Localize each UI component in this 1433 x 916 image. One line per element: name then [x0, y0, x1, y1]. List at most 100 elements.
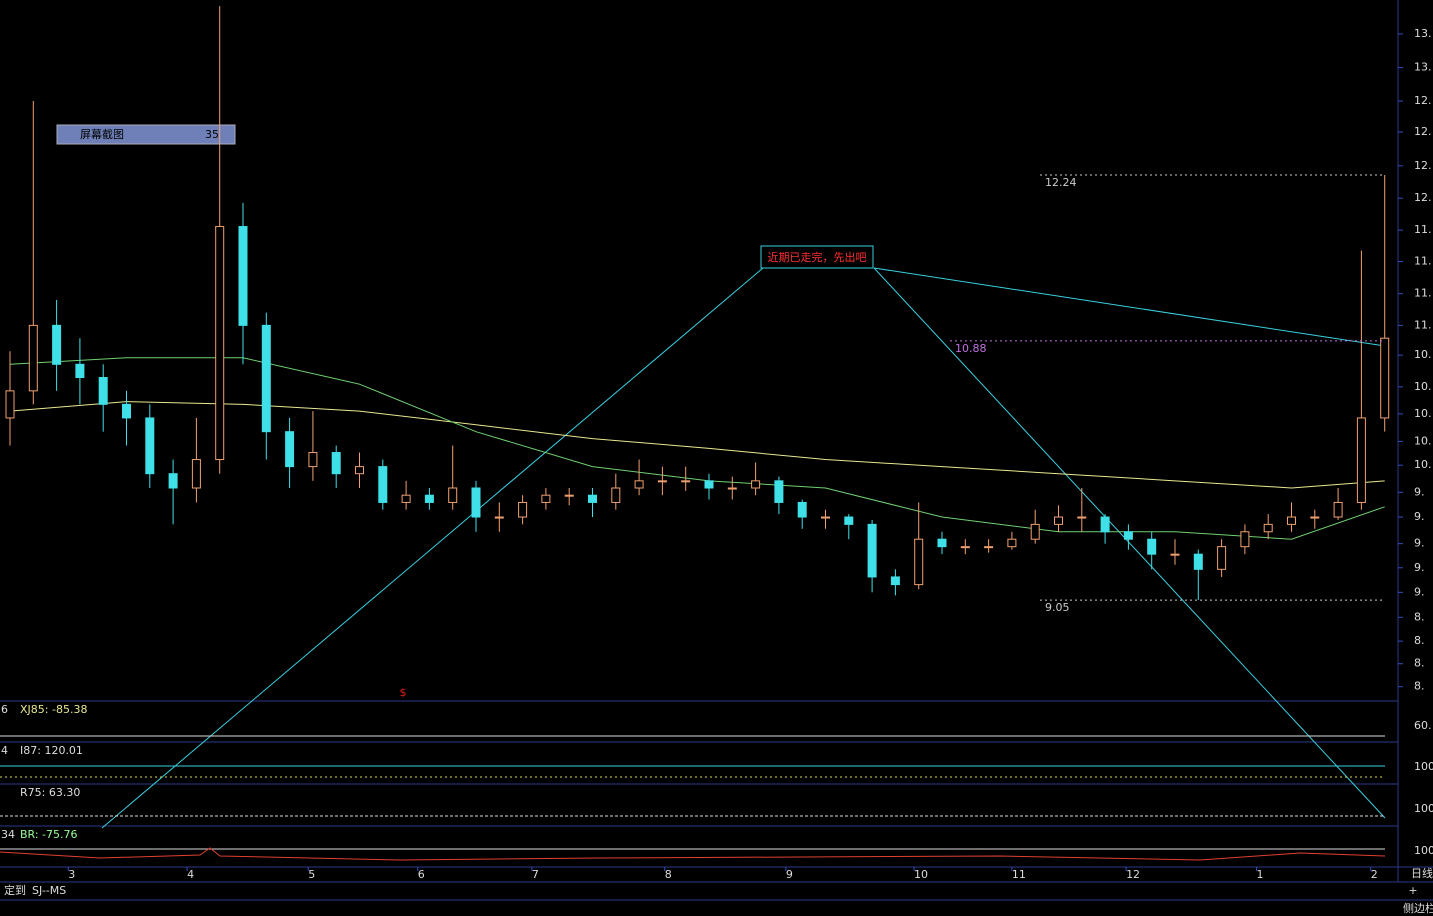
- tab[interactable]: SJ--MS: [32, 884, 66, 897]
- popup-label: 屏幕截图: [80, 127, 124, 141]
- plus[interactable]: +: [1408, 884, 1417, 897]
- y-tick-label: 12.: [1414, 191, 1432, 204]
- candle-body: [1077, 516, 1087, 519]
- side[interactable]: 侧边栏: [1403, 901, 1433, 915]
- popup[interactable]: [56, 124, 236, 145]
- candle-body: [588, 494, 597, 503]
- candle-body: [1356, 417, 1366, 503]
- y-tick-label: 12.: [1414, 125, 1432, 138]
- candle-body: [937, 538, 947, 548]
- candle-body: [1054, 516, 1063, 525]
- x-tick-label: 2: [1371, 868, 1378, 881]
- y-tick-label: 12.: [1414, 94, 1432, 107]
- y-tick-label: 10.: [1414, 348, 1432, 361]
- y-tick-label: 8.: [1414, 680, 1425, 693]
- candle-body: [844, 516, 854, 525]
- x-tick-label: 1: [1257, 868, 1264, 881]
- y-tick-label: 12.: [1414, 159, 1432, 172]
- indicator-axis: 60.: [1414, 719, 1432, 732]
- level-label: 10.88: [955, 342, 987, 355]
- level-label: 9.05: [1045, 601, 1070, 614]
- y-tick-label: 13.: [1414, 27, 1432, 40]
- y-tick-label: 10.: [1414, 380, 1432, 393]
- y-tick-label: 11.: [1414, 255, 1432, 268]
- candle-body: [797, 501, 807, 518]
- candle-body: [52, 324, 62, 365]
- candle-body: [1100, 516, 1110, 533]
- candle-body: [191, 459, 201, 489]
- y-tick-label: 9.: [1414, 537, 1425, 550]
- indicator-label: BR: -75.76: [20, 828, 78, 841]
- candle-body: [774, 480, 784, 503]
- dollar: $: [400, 686, 407, 699]
- candle-body: [1287, 516, 1296, 525]
- candle-body: [1123, 531, 1133, 540]
- candle-body: [867, 523, 877, 578]
- x-tick-label: 9: [786, 868, 793, 881]
- candle-body: [611, 487, 621, 503]
- candle-body: [657, 480, 667, 483]
- y-tick-label: 8.: [1414, 634, 1425, 647]
- candle-body: [914, 538, 924, 586]
- candle-body: [1147, 538, 1157, 555]
- candle-body: [285, 431, 295, 468]
- indicator-label: R75: 63.30: [20, 786, 80, 799]
- candle-body: [634, 480, 644, 489]
- x-tick-label: 3: [68, 868, 75, 881]
- candle-body: [564, 494, 574, 497]
- annotation-box: [760, 245, 874, 269]
- y-tick-label: 11.: [1414, 318, 1432, 331]
- y-tick-label: 11.: [1414, 287, 1432, 300]
- candle-body: [541, 494, 551, 503]
- candle-body: [1170, 553, 1180, 556]
- x-tick-label: 12: [1126, 868, 1140, 881]
- candle-body: [331, 452, 341, 475]
- candle-body: [261, 324, 271, 433]
- x-tick-label: 4: [187, 868, 194, 881]
- period[interactable]: 日线: [1411, 866, 1433, 880]
- y-tick-label: 9.: [1414, 585, 1425, 598]
- candle-body: [1193, 553, 1203, 570]
- candle-body: [122, 403, 131, 419]
- candle-body: [424, 494, 434, 503]
- candle-body: [471, 487, 481, 518]
- indicator-label: XJ85: -85.38: [20, 703, 87, 716]
- candle-body: [821, 516, 830, 519]
- y-tick-label: 11.: [1414, 223, 1432, 236]
- y-tick-label: 9.: [1414, 510, 1425, 523]
- indicator-axis: 100: [1414, 802, 1433, 815]
- candle-body: [98, 377, 108, 405]
- candle-body: [401, 494, 411, 503]
- candle-body: [215, 226, 225, 461]
- candle-body: [1240, 531, 1250, 548]
- ma-line: [9, 401, 1385, 489]
- candle-body: [238, 226, 248, 326]
- candle-body: [890, 576, 900, 586]
- candle-body: [984, 546, 994, 549]
- candle-body: [1030, 523, 1040, 540]
- candle-body: [1333, 501, 1343, 518]
- candle-body: [1263, 523, 1273, 533]
- indicator-axis: 100: [1414, 760, 1433, 773]
- candle-body: [378, 466, 388, 503]
- candle-body: [168, 473, 178, 489]
- candle-body: [355, 466, 364, 475]
- y-tick-label: 10.: [1414, 458, 1432, 471]
- y-tick-label: 10.: [1414, 407, 1432, 420]
- y-tick-label: 9.: [1414, 485, 1425, 498]
- popup-value: 35: [205, 128, 219, 141]
- indicator-lines: [0, 735, 1386, 861]
- x-tick-label: 8: [665, 868, 672, 881]
- level-label: 12.24: [1045, 176, 1077, 189]
- x-tick-label: 6: [418, 868, 425, 881]
- tab[interactable]: 定到: [4, 883, 26, 897]
- candle-body: [960, 546, 970, 549]
- indicator-axis: 100: [1414, 844, 1433, 857]
- trend-lines: [101, 267, 1386, 829]
- candle-body: [448, 487, 458, 503]
- x-tick-label: 5: [308, 868, 315, 881]
- candle-body: [28, 324, 38, 392]
- candle-body: [5, 390, 15, 419]
